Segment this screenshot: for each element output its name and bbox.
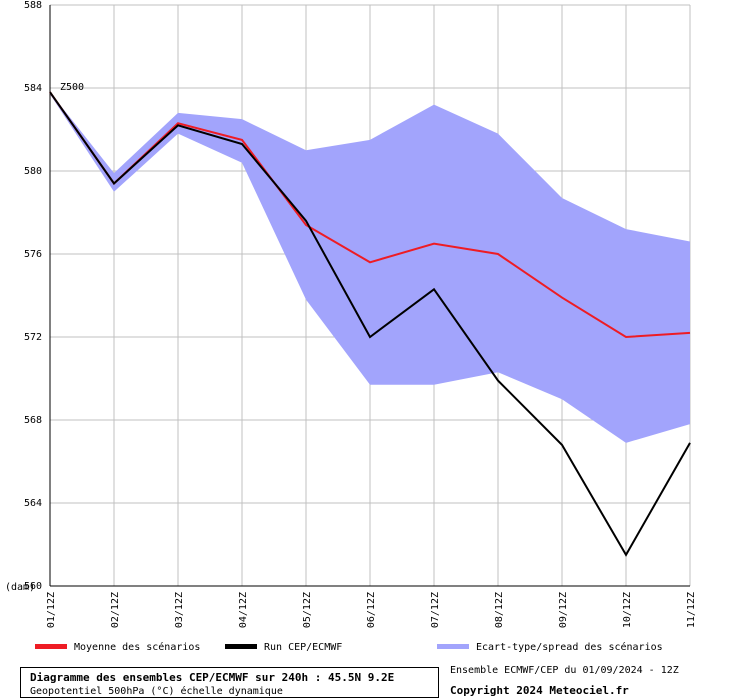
copyright: Copyright 2024 Meteociel.fr: [450, 684, 629, 697]
y-tick-label: 560: [24, 581, 42, 592]
x-tick-label: 04/12Z: [238, 592, 249, 628]
series-label: Z500: [60, 82, 84, 93]
x-tick-label: 03/12Z: [174, 592, 185, 628]
legend: Moyenne des scénarios Run CEP/ECMWF Ecart-…: [35, 641, 663, 653]
legend-swatch: [225, 644, 257, 649]
y-tick-labels: 560 564 568 572 576 580 584 588: [24, 0, 42, 592]
x-tick-label: 09/12Z: [558, 592, 569, 628]
legend-label: Run CEP/ECMWF: [264, 642, 342, 653]
y-tick-label: 584: [24, 83, 42, 94]
y-tick-label: 580: [24, 166, 42, 177]
legend-label: Ecart-type/spread des scénarios: [476, 641, 663, 653]
footer-title-box: Diagramme des ensembles CEP/ECMWF sur 24…: [20, 667, 439, 698]
legend-swatch: [437, 644, 469, 649]
x-tick-label: 05/12Z: [302, 592, 313, 628]
run-info: Ensemble ECMWF/CEP du 01/09/2024 - 12Z: [450, 665, 679, 676]
x-tick-labels: 01/12Z 02/12Z 03/12Z 04/12Z 05/12Z 06/12Z 07/1…: [46, 592, 697, 628]
x-tick-label: 10/12Z: [622, 592, 633, 628]
x-tick-label: 08/12Z: [494, 592, 505, 628]
spread-band: [50, 92, 690, 443]
y-tick-label: 564: [24, 498, 42, 509]
x-tick-label: 02/12Z: [110, 592, 121, 628]
y-tick-label: 572: [24, 332, 42, 343]
y-tick-label: 568: [24, 415, 42, 426]
x-tick-label: 06/12Z: [366, 592, 377, 628]
chart-title: Diagramme des ensembles CEP/ECMWF sur 24…: [30, 671, 395, 684]
x-tick-label: 11/12Z: [686, 592, 697, 628]
chart-subtitle: Geopotentiel 500hPa (°C) échelle dynamiq…: [30, 686, 283, 697]
y-tick-label: 576: [24, 249, 42, 260]
legend-swatch: [35, 644, 67, 649]
x-tick-label: 07/12Z: [430, 592, 441, 628]
legend-label: Moyenne des scénarios: [74, 641, 200, 653]
x-tick-label: 01/12Z: [46, 592, 57, 628]
mean-series-line: [49, 91, 691, 339]
run-series-line: [49, 91, 691, 557]
y-tick-label: 588: [24, 0, 42, 11]
y-axis-label: (dam): [5, 582, 35, 593]
